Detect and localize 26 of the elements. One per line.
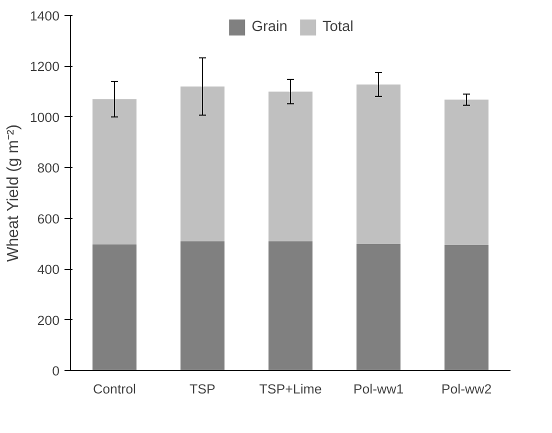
- y-tick-label: 1400: [30, 8, 60, 24]
- bar: [92, 244, 136, 370]
- y-tick-label: 0: [52, 364, 60, 378]
- legend-label: Grain: [252, 19, 288, 35]
- bar: [268, 92, 312, 242]
- bar: [444, 100, 488, 245]
- bar: [356, 84, 400, 244]
- x-tick-label: Pol-ww1: [353, 382, 404, 396]
- x-tick-label: Control: [93, 382, 136, 396]
- y-tick-label: 400: [37, 262, 60, 278]
- y-tick-label: 1200: [30, 59, 60, 74]
- x-tick-label: TSP: [190, 382, 216, 396]
- y-axis-title: Wheat Yield (g m⁻²): [4, 124, 22, 262]
- x-tick-label: TSP+Lime: [259, 382, 322, 396]
- bar: [356, 244, 400, 370]
- y-tick-label: 1000: [30, 110, 60, 125]
- y-tick-label: 200: [37, 312, 60, 328]
- bar: [180, 86, 224, 242]
- legend-label: Total: [322, 19, 354, 35]
- y-tick-label: 600: [37, 211, 60, 226]
- bar: [92, 99, 136, 244]
- bar: [444, 244, 488, 370]
- x-tick-label: Pol-ww2: [441, 382, 492, 396]
- bar: [180, 241, 224, 370]
- bar: [268, 241, 312, 370]
- y-tick-label: 800: [37, 160, 60, 176]
